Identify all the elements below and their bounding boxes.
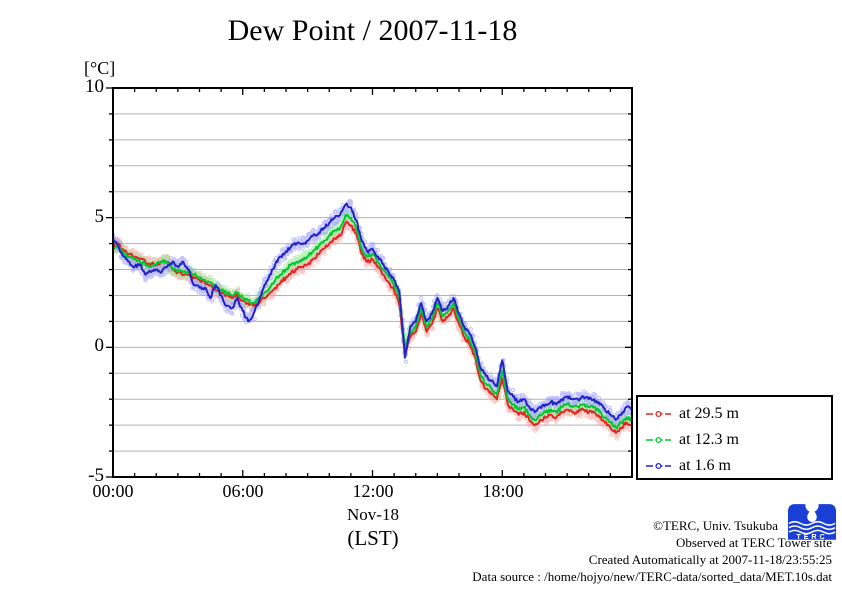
legend-entry-29-5m: at 29.5 m [645, 401, 831, 427]
wave-line-icon [788, 520, 836, 526]
terc-logo: TERC [787, 504, 837, 540]
y-tick-label-neg5: -5 [88, 465, 104, 487]
legend-entry-1-6m: at 1.6 m [645, 453, 831, 479]
legend-label: at 1.6 m [679, 457, 731, 474]
line-point-marker-icon [646, 462, 671, 470]
y-axis-unit-label: [°C] [84, 58, 116, 78]
wave-line-icon [788, 529, 836, 535]
line-point-marker-icon [646, 436, 671, 444]
copyright-text: ©TERC, Univ. Tsukuba [653, 518, 778, 533]
legend-label: at 29.5 m [679, 405, 739, 422]
logo-emblem-shape [787, 504, 837, 540]
y-tick-label-10: 10 [85, 76, 104, 98]
y-tick-label-5: 5 [94, 206, 105, 228]
y-tick-label-0: 0 [94, 335, 105, 357]
x-tick-label-0600: 06:00 [222, 481, 264, 501]
water-drop-icon [807, 507, 817, 522]
chart-title: Dew Point / 2007-11-18 [227, 14, 518, 47]
x-tick-label-1200: 12:00 [352, 481, 394, 501]
legend-box: at 29.5 m at 12.3 m at 1.6 m [636, 395, 833, 480]
x-axis-date-label: Nov-18 [347, 505, 399, 524]
x-axis-timezone-label: (LST) [347, 526, 399, 550]
x-tick-label-1800: 18:00 [482, 481, 524, 501]
legend-label: at 12.3 m [679, 431, 739, 448]
created-timestamp-text: Created Automatically at 2007-11-18/23:5… [588, 552, 832, 567]
x-tick-label-0000: 00:00 [92, 481, 134, 501]
wave-line-icon [788, 525, 836, 531]
line-point-marker-icon [646, 410, 671, 418]
legend-entry-12-3m: at 12.3 m [645, 427, 831, 453]
data-source-path-text: Data source : /home/hojyo/new/TERC-data/… [472, 569, 832, 584]
terc-logo-text: TERC [796, 532, 827, 540]
